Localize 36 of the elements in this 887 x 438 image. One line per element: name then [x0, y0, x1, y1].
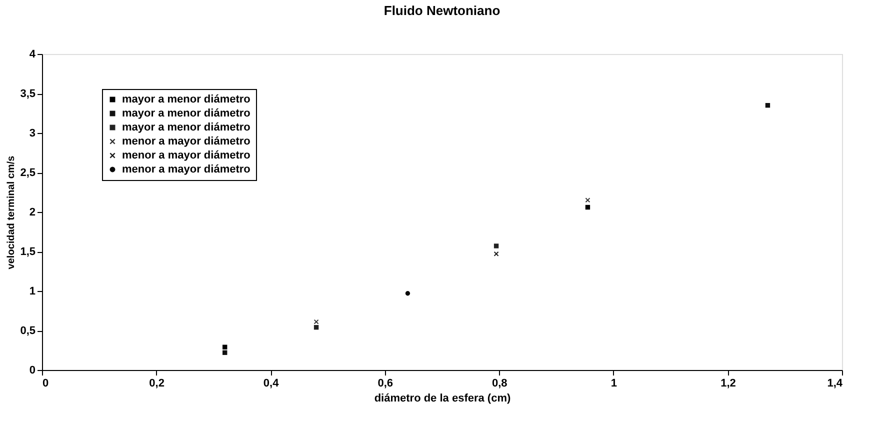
x-tick-label: 1 [610, 378, 617, 390]
y-tick-label: 1 [29, 286, 36, 298]
chart-title: Fluido Newtoniano [384, 3, 500, 18]
point [222, 344, 228, 350]
y-tick-label: 1,5 [20, 246, 36, 258]
x-tick-label: 0,4 [263, 378, 280, 390]
y-tick-label: 2,5 [20, 167, 36, 179]
x-tick-label: 0,2 [149, 378, 164, 390]
point [494, 244, 499, 248]
y-tick-label: 0 [29, 364, 36, 376]
point [314, 319, 319, 324]
legend-label: menor a mayor diámetro [122, 164, 251, 176]
legend-label: mayor a menor diámetro [122, 108, 251, 120]
y-tick-label: 3,5 [20, 88, 36, 100]
point [405, 291, 410, 296]
point [585, 204, 590, 210]
x-tick-label: 1,4 [827, 378, 844, 390]
legend-label: mayor a menor diámetro [122, 122, 251, 134]
y-tick-label: 4 [29, 48, 36, 60]
point [222, 350, 228, 355]
y-tick-label: 2 [29, 206, 36, 218]
x-tick-label: 0,6 [378, 378, 394, 390]
x-axis-title: diámetro de la esfera (cm) [374, 392, 511, 404]
point [314, 324, 319, 330]
point [494, 252, 499, 256]
y-axis-title: velocidad terminal cm/s [6, 155, 18, 270]
y-tick-label: 3 [29, 128, 36, 140]
point [765, 103, 770, 108]
x-tick-label: 0,8 [492, 378, 508, 390]
y-tick-label: 0,5 [20, 325, 36, 337]
legend-label: menor a mayor diámetro [122, 136, 251, 148]
point [585, 198, 590, 202]
x-tick-label: 1,2 [720, 378, 736, 390]
x-tick-label: 0 [42, 378, 49, 390]
legend-label: mayor a menor diámetro [122, 94, 251, 106]
legend-label: menor a mayor diámetro [122, 150, 251, 162]
